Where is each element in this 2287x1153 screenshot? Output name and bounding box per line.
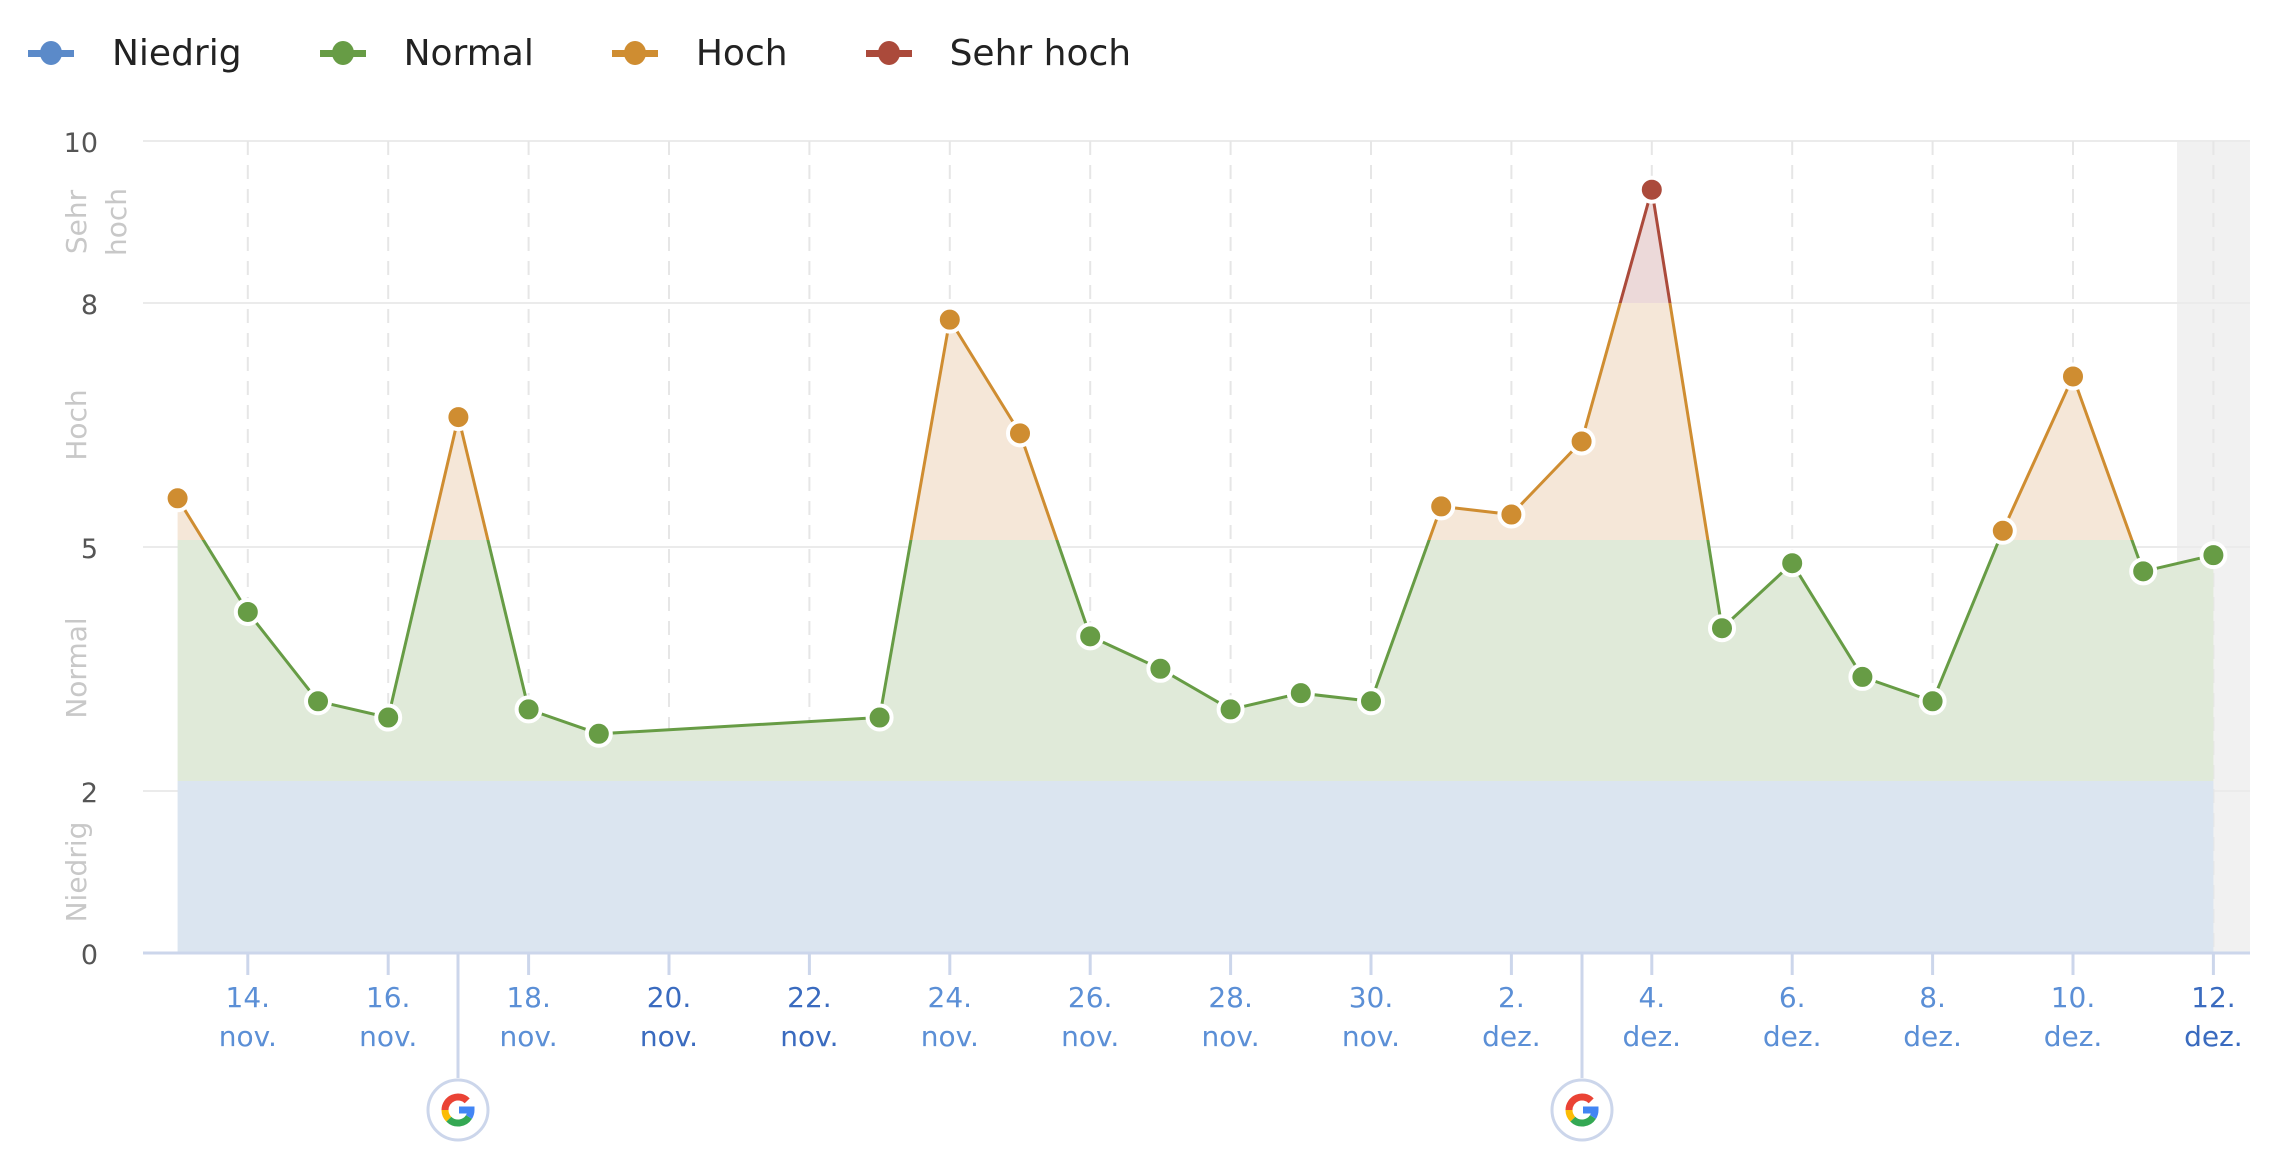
data-point[interactable] — [163, 484, 192, 513]
x-tick-month: nov. — [500, 1020, 558, 1053]
data-point[interactable] — [1216, 695, 1245, 724]
legend-label: Normal — [403, 32, 534, 74]
x-tick-day: 22. — [787, 981, 832, 1014]
legend-line-marker-icon — [611, 41, 658, 65]
x-axis-ticks: 14. nov. 16. nov. 18. nov. 20. nov. 22. nov. 24. no… — [219, 953, 2243, 1053]
data-points[interactable] — [163, 175, 2228, 748]
x-tick-day: 20. — [647, 981, 692, 1014]
data-point[interactable] — [1848, 662, 1877, 691]
data-point[interactable] — [1076, 622, 1105, 651]
y-axis-labels: 10 8 5 2 0 — [64, 128, 98, 971]
legend-line-marker-icon — [319, 41, 366, 65]
legend-item-sehr-hoch[interactable]: Sehr hoch — [865, 32, 1132, 74]
x-tick-month: nov. — [640, 1020, 698, 1053]
x-tick-month: dez. — [1903, 1020, 1962, 1053]
legend-label: Niedrig — [112, 32, 242, 74]
data-point[interactable] — [304, 687, 332, 716]
chart-legend: Niedrig Normal Hoch Sehr hoch — [28, 28, 1209, 78]
data-point[interactable] — [1146, 654, 1175, 683]
data-point[interactable] — [1286, 679, 1315, 708]
x-tick-month: dez. — [1763, 1020, 1822, 1053]
google-icon[interactable] — [1550, 1078, 1614, 1142]
legend-line-marker-icon — [865, 41, 912, 65]
x-tick-month: nov. — [219, 1020, 277, 1053]
band-label-hoch: Hoch — [60, 389, 93, 460]
data-point[interactable] — [1918, 687, 1947, 716]
data-point[interactable] — [2199, 541, 2228, 570]
x-tick-day: 4. — [1638, 981, 1665, 1014]
x-tick-day: 30. — [1349, 981, 1394, 1014]
x-tick-day: 8. — [1919, 981, 1946, 1014]
data-point[interactable] — [1708, 614, 1736, 643]
x-tick-day: 14. — [226, 981, 271, 1014]
annotation-google-3-dez[interactable] — [1550, 953, 1614, 1142]
x-tick-month: nov. — [1061, 1020, 1119, 1053]
x-tick-day: 2. — [1498, 981, 1525, 1014]
y-tick-10: 10 — [64, 128, 98, 159]
data-point[interactable] — [584, 719, 613, 748]
legend-label: Sehr hoch — [949, 32, 1132, 74]
x-tick-month: nov. — [1342, 1020, 1400, 1053]
x-tick-day: 24. — [928, 981, 973, 1014]
y-tick-5: 5 — [81, 534, 98, 565]
data-point[interactable] — [935, 305, 964, 334]
legend-item-hoch[interactable]: Hoch — [611, 32, 788, 74]
data-point[interactable] — [1988, 516, 2017, 545]
data-point[interactable] — [233, 597, 262, 626]
band-label-sehr: Sehr — [60, 189, 93, 254]
data-point[interactable] — [514, 695, 543, 724]
data-point[interactable] — [865, 703, 894, 732]
data-point[interactable] — [1778, 549, 1807, 578]
y-tick-0: 0 — [81, 940, 98, 971]
x-tick-day: 28. — [1208, 981, 1253, 1014]
legend-label: Hoch — [695, 32, 788, 74]
x-tick-month: dez. — [1622, 1020, 1681, 1053]
legend-item-normal[interactable]: Normal — [319, 32, 534, 74]
band-label-hoch-2: hoch — [100, 188, 133, 256]
x-tick-day: 16. — [366, 981, 411, 1014]
google-icon[interactable] — [426, 1078, 490, 1142]
band-label-normal: Normal — [60, 617, 93, 718]
band-label-niedrig: Niedrig — [60, 822, 93, 923]
data-point[interactable] — [444, 403, 473, 432]
data-point[interactable] — [1497, 500, 1526, 529]
y-tick-8: 8 — [81, 290, 98, 321]
x-tick-day: 12. — [2191, 981, 2236, 1014]
data-point[interactable] — [1427, 492, 1456, 521]
x-tick-month: nov. — [780, 1020, 838, 1053]
x-tick-month: nov. — [1202, 1020, 1260, 1053]
x-tick-day: 18. — [506, 981, 551, 1014]
legend-item-niedrig[interactable]: Niedrig — [28, 33, 242, 74]
data-point[interactable] — [2129, 557, 2158, 586]
data-point[interactable] — [374, 703, 403, 732]
data-point[interactable] — [2059, 362, 2087, 391]
x-tick-month: nov. — [359, 1020, 417, 1053]
x-tick-day: 10. — [2051, 981, 2096, 1014]
x-tick-month: dez. — [2184, 1020, 2243, 1053]
y-band-labels: Niedrig Normal Hoch Sehr hoch — [60, 188, 133, 922]
legend-line-marker-icon — [28, 41, 74, 65]
data-point[interactable] — [1357, 687, 1385, 716]
data-point[interactable] — [1006, 419, 1034, 448]
data-point[interactable] — [1567, 427, 1596, 456]
area-fill — [177, 189, 2214, 953]
annotation-google-17-nov[interactable] — [426, 953, 490, 1142]
x-tick-month: nov. — [921, 1020, 979, 1053]
y-tick-2: 2 — [81, 778, 98, 809]
x-tick-month: dez. — [1482, 1020, 1541, 1053]
x-tick-day: 6. — [1779, 981, 1806, 1014]
x-tick-day: 26. — [1068, 981, 1113, 1014]
data-point[interactable] — [1637, 175, 1666, 204]
x-tick-month: dez. — [2044, 1020, 2103, 1053]
